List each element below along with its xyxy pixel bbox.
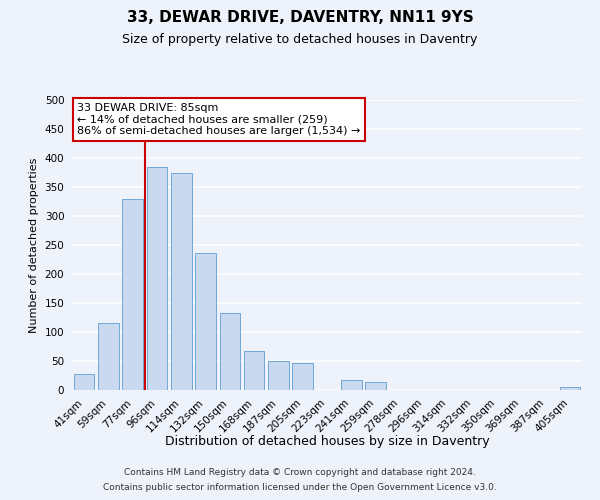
Bar	[292, 364, 313, 390]
Bar	[560, 387, 580, 390]
Text: Size of property relative to detached houses in Daventry: Size of property relative to detached ho…	[122, 32, 478, 46]
Bar	[74, 374, 94, 390]
Bar	[122, 198, 143, 390]
Bar	[244, 350, 265, 390]
Text: Contains HM Land Registry data © Crown copyright and database right 2024.: Contains HM Land Registry data © Crown c…	[124, 468, 476, 477]
Bar	[98, 322, 119, 390]
Bar	[171, 172, 191, 390]
Text: 33, DEWAR DRIVE, DAVENTRY, NN11 9YS: 33, DEWAR DRIVE, DAVENTRY, NN11 9YS	[127, 10, 473, 25]
Text: 33 DEWAR DRIVE: 85sqm
← 14% of detached houses are smaller (259)
86% of semi-det: 33 DEWAR DRIVE: 85sqm ← 14% of detached …	[77, 103, 361, 136]
Bar	[146, 166, 167, 390]
Bar	[220, 313, 240, 390]
Text: Distribution of detached houses by size in Daventry: Distribution of detached houses by size …	[164, 435, 490, 448]
Bar	[195, 252, 216, 390]
Bar	[365, 382, 386, 390]
Y-axis label: Number of detached properties: Number of detached properties	[29, 158, 39, 332]
Text: Contains public sector information licensed under the Open Government Licence v3: Contains public sector information licen…	[103, 483, 497, 492]
Bar	[268, 361, 289, 390]
Bar	[341, 380, 362, 390]
